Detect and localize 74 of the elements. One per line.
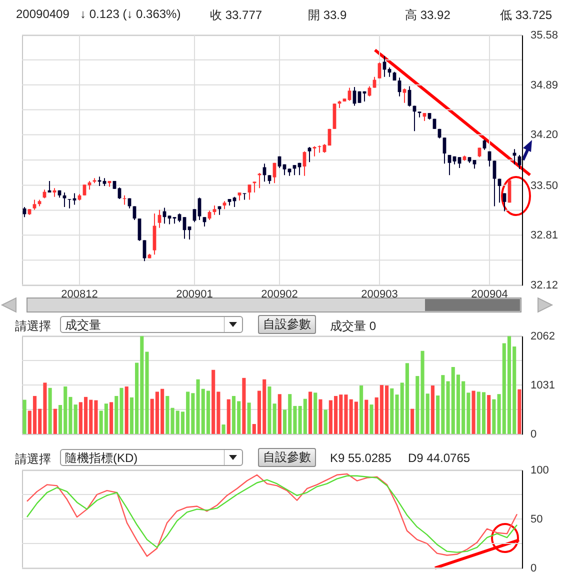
- bar: [247, 402, 251, 434]
- candlestick: [118, 186, 122, 200]
- y-tick-label: 35.58: [530, 30, 558, 42]
- y-tick-label: 1031: [530, 380, 555, 392]
- text: D9 44.0765: [408, 451, 470, 465]
- bar: [48, 388, 52, 434]
- candlestick: [312, 146, 316, 157]
- candlestick: [82, 184, 86, 196]
- y-tick-label: 0: [530, 428, 537, 440]
- dropdown: 成交量: [60, 316, 243, 333]
- candlestick: [62, 192, 66, 208]
- y-tick-label: 0: [530, 562, 537, 574]
- x-tick-label: 200903: [361, 288, 398, 300]
- candlestick: [132, 206, 136, 220]
- candlestick: [142, 240, 146, 262]
- button: 自設參數: [258, 315, 316, 334]
- button: 自設參數: [258, 448, 316, 467]
- candlestick: [308, 146, 312, 163]
- candlestick: [492, 160, 496, 207]
- candlestick: [478, 147, 482, 158]
- y-tick-label: 32.81: [530, 230, 558, 242]
- bar: [222, 424, 226, 434]
- candlestick: [378, 62, 382, 79]
- candlestick: [402, 88, 406, 104]
- text: 開 33.9: [308, 7, 347, 24]
- bar: [318, 399, 322, 434]
- bar: [242, 378, 246, 434]
- y-tick-label: 34.20: [530, 129, 558, 142]
- bar: [324, 410, 328, 434]
- y-tick-label: 34.89: [530, 79, 558, 92]
- candlestick: [502, 192, 506, 212]
- bar: [360, 386, 364, 434]
- text: 請選擇: [15, 318, 51, 335]
- bar: [370, 404, 374, 434]
- candlestick: [258, 172, 262, 189]
- bar: [430, 386, 434, 434]
- bar: [226, 399, 230, 434]
- x-tick-label: 200901: [176, 288, 213, 300]
- text: 高 33.92: [405, 7, 450, 24]
- y-tick-label: 50: [530, 514, 543, 526]
- bar: [364, 400, 368, 434]
- bar: [487, 395, 491, 434]
- bar: [124, 386, 128, 434]
- text: 請選擇: [15, 451, 51, 468]
- text: 收 33.777: [210, 7, 262, 24]
- x-tick-label: 200902: [261, 288, 298, 300]
- bar: [314, 392, 318, 434]
- x-tick-label: 200812: [61, 288, 98, 300]
- bar: [492, 399, 496, 434]
- bar: [268, 386, 272, 434]
- text: ↓ 0.123 (↓ 0.363%): [80, 7, 181, 21]
- bar: [518, 389, 522, 434]
- bar: [272, 404, 276, 434]
- bar: [472, 390, 476, 434]
- text: 20090409: [16, 7, 70, 21]
- bar: [410, 408, 414, 434]
- candlestick: [32, 199, 36, 210]
- candlestick: [98, 176, 102, 187]
- candlestick: [252, 181, 256, 194]
- bar: [308, 392, 312, 434]
- candlestick: [212, 205, 216, 216]
- text: K9 55.0285: [330, 451, 392, 465]
- bar: [22, 400, 26, 434]
- text: 成交量 0: [330, 318, 376, 335]
- y-tick-label: 33.50: [530, 180, 558, 192]
- bar: [110, 402, 114, 434]
- x-tick-label: 200904: [471, 288, 508, 300]
- dropdown: 隨機指標(KD): [60, 449, 243, 466]
- bar: [278, 394, 282, 434]
- y-tick-label: 2062: [530, 330, 555, 342]
- text: 低 33.725: [500, 7, 552, 24]
- y-tick-label: 32.12: [530, 280, 558, 292]
- y-tick-label: 100: [530, 464, 549, 476]
- bar: [53, 408, 57, 434]
